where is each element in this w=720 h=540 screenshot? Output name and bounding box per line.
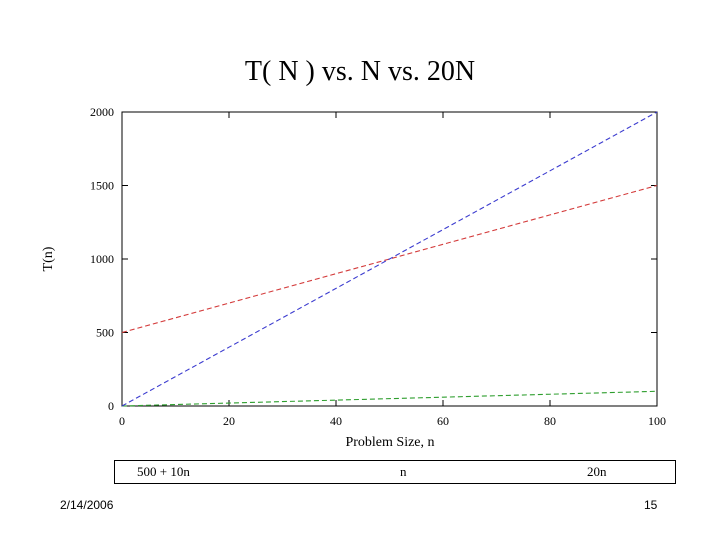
page-number: 15 bbox=[644, 498, 658, 512]
legend-item-20n: 20n bbox=[587, 464, 607, 479]
legend: 500 + 10n n 20n bbox=[114, 460, 676, 484]
y-tick-label: 500 bbox=[96, 326, 114, 340]
slide-title: T( N ) vs. N vs. 20N bbox=[244, 56, 476, 87]
y-axis-title: T(n) bbox=[41, 246, 56, 271]
x-tick-label: 40 bbox=[330, 414, 342, 428]
y-tick-label: 0 bbox=[108, 399, 114, 413]
legend-item-n: n bbox=[400, 464, 407, 479]
x-tick-label: 0 bbox=[119, 414, 125, 428]
y-tick-label: 1500 bbox=[90, 179, 114, 193]
x-tick-label: 100 bbox=[648, 414, 666, 428]
y-tick-label: 2000 bbox=[90, 105, 114, 119]
y-axis: 0 500 1000 1500 2000 bbox=[90, 105, 657, 413]
line-chart: 0 500 1000 1500 2000 0 20 40 60 80 100 Problem Si… bbox=[41, 105, 666, 450]
series-lines bbox=[121, 111, 658, 407]
x-tick-label: 80 bbox=[544, 414, 556, 428]
x-tick-label: 60 bbox=[437, 414, 449, 428]
x-axis: 0 20 40 60 80 100 bbox=[119, 112, 666, 428]
series-line-20n bbox=[121, 111, 658, 407]
legend-item-500-plus-10n: 500 + 10n bbox=[137, 464, 190, 479]
y-tick-label: 1000 bbox=[90, 252, 114, 266]
series-line-500-10n bbox=[121, 184, 658, 334]
x-axis-title: Problem Size, n bbox=[345, 435, 434, 450]
series-line-n bbox=[121, 390, 658, 407]
footer-date: 2/14/2006 bbox=[60, 498, 114, 512]
x-tick-label: 20 bbox=[223, 414, 235, 428]
